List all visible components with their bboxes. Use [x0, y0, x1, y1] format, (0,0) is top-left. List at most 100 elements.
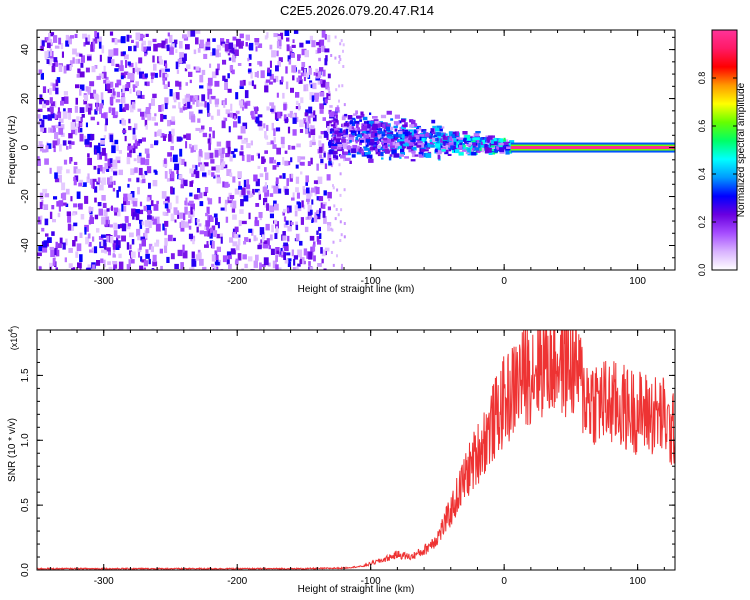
spectrogram-cell: [241, 155, 245, 161]
spectrogram-cell: [37, 114, 41, 119]
spectrogram-cell: [342, 49, 344, 53]
spectrogram-cell: [399, 156, 402, 159]
spectrogram-cell: [130, 145, 134, 150]
spectrogram-cell: [179, 107, 184, 113]
colorbar-tick-label: 0.8: [697, 72, 707, 85]
spectrogram-cell: [204, 224, 208, 231]
spectrogram-cell: [244, 90, 249, 99]
spectrogram-cell: [186, 93, 190, 98]
spectrogram-cell: [262, 186, 268, 193]
spectrogram-cell: [335, 114, 338, 119]
spectrogram-cell: [475, 151, 478, 155]
spectrogram-cell: [74, 33, 78, 38]
spectrogram-cell: [357, 130, 361, 135]
spectrogram-cell: [234, 226, 239, 233]
spectrogram-cell: [50, 128, 53, 133]
spectrogram-cell: [163, 200, 168, 205]
spectrogram-cell: [251, 116, 257, 120]
spectrogram-cell: [91, 247, 94, 251]
spectrogram-cell: [365, 139, 371, 143]
spectrogram-cell: [377, 123, 381, 128]
spectrogram-cell: [327, 126, 330, 133]
spectrogram-cell: [214, 265, 217, 270]
spectrogram-cell: [307, 161, 311, 166]
spectrogram-cell: [180, 184, 184, 189]
spectrogram-cell: [318, 226, 321, 232]
spectrogram-cell: [259, 215, 262, 221]
spectrogram-cell: [295, 100, 299, 105]
spectrogram-frame: [36, 29, 676, 271]
y-tick-label: 20: [20, 93, 31, 105]
spectrogram-cell: [365, 142, 368, 145]
spectrogram-cell: [443, 143, 448, 146]
spectrogram-cell: [136, 177, 140, 183]
spectrogram-cell: [498, 138, 504, 144]
spectrogram-cell: [38, 69, 43, 74]
spectrogram-cell: [277, 162, 281, 166]
spectrogram-cell: [241, 220, 247, 225]
y-tick-label: -20: [20, 189, 31, 204]
spectrogram-cell: [159, 69, 162, 78]
x-tick-label: -200: [227, 576, 247, 587]
spectrogram-cell: [156, 200, 159, 205]
spectrogram-cell: [323, 268, 327, 270]
spectrogram-cell: [113, 207, 119, 213]
spectrogram-cell: [94, 214, 99, 220]
spectrogram-cell: [166, 44, 170, 52]
spectrogram-cell: [229, 172, 233, 177]
spectrogram-cell: [212, 130, 215, 139]
spectrogram-cell: [389, 154, 393, 157]
spectrogram-cell: [381, 142, 384, 145]
spectrogram-cell: [363, 121, 368, 124]
spectrogram-cell: [411, 150, 416, 154]
spectrogram-cell: [132, 127, 136, 135]
spectrogram-cell: [264, 150, 268, 154]
spectrogram-cell: [227, 73, 230, 79]
spectrogram-cell: [295, 234, 299, 241]
spectrogram-cell: [150, 76, 154, 83]
spectrogram-cell: [189, 143, 192, 149]
spectrogram-cell: [213, 175, 216, 179]
spectrogram-cell: [204, 231, 207, 237]
spectrogram-cell: [136, 67, 141, 75]
spectrogram-cell: [488, 151, 493, 155]
spectrogram-cell: [101, 99, 104, 106]
spectrogram-cell: [126, 82, 131, 88]
spectrogram-cell: [96, 75, 101, 80]
spectrogram-cell: [214, 149, 219, 158]
spectrogram-cell: [401, 118, 406, 123]
spectrogram-cell: [121, 203, 124, 212]
spectrogram-cell: [204, 100, 207, 108]
spectrogram-cell: [120, 51, 125, 57]
spectrogram-cell: [207, 198, 213, 205]
spectrogram-cell: [110, 236, 114, 244]
spectrogram-cell: [79, 53, 83, 57]
spectrogram-cell: [123, 193, 128, 202]
spectrogram-cell: [264, 167, 267, 172]
spectrogram-cell: [348, 137, 355, 142]
spectrogram-cell: [122, 130, 127, 133]
spectrogram-cell: [276, 50, 279, 57]
spectrogram-cell: [499, 147, 504, 153]
spectrogram-cell: [230, 103, 233, 112]
spectrogram-cell: [462, 144, 466, 148]
spectrogram-cell: [80, 214, 85, 220]
spectrogram-cell: [57, 111, 62, 119]
spectrogram-cell: [40, 72, 44, 80]
spectrogram-cell: [291, 65, 297, 73]
spectrogram-cell: [443, 141, 446, 146]
spectrogram-cell: [393, 134, 399, 139]
spectrogram-cell: [94, 109, 98, 115]
spectrogram-cell: [223, 164, 228, 169]
spectrogram-cell: [292, 75, 295, 81]
spectrogram-cell: [485, 135, 491, 138]
spectrogram-cell: [334, 35, 337, 39]
spectrogram-cell: [59, 124, 65, 130]
spectrogram-cell: [225, 109, 230, 115]
spectrogram-cell: [369, 146, 373, 151]
spectrogram-cell: [39, 94, 43, 99]
spectrogram-cell: [280, 32, 284, 40]
spectrogram-cell: [128, 264, 131, 270]
spectrogram-cell: [65, 238, 68, 246]
spectrogram-cell: [109, 224, 113, 228]
